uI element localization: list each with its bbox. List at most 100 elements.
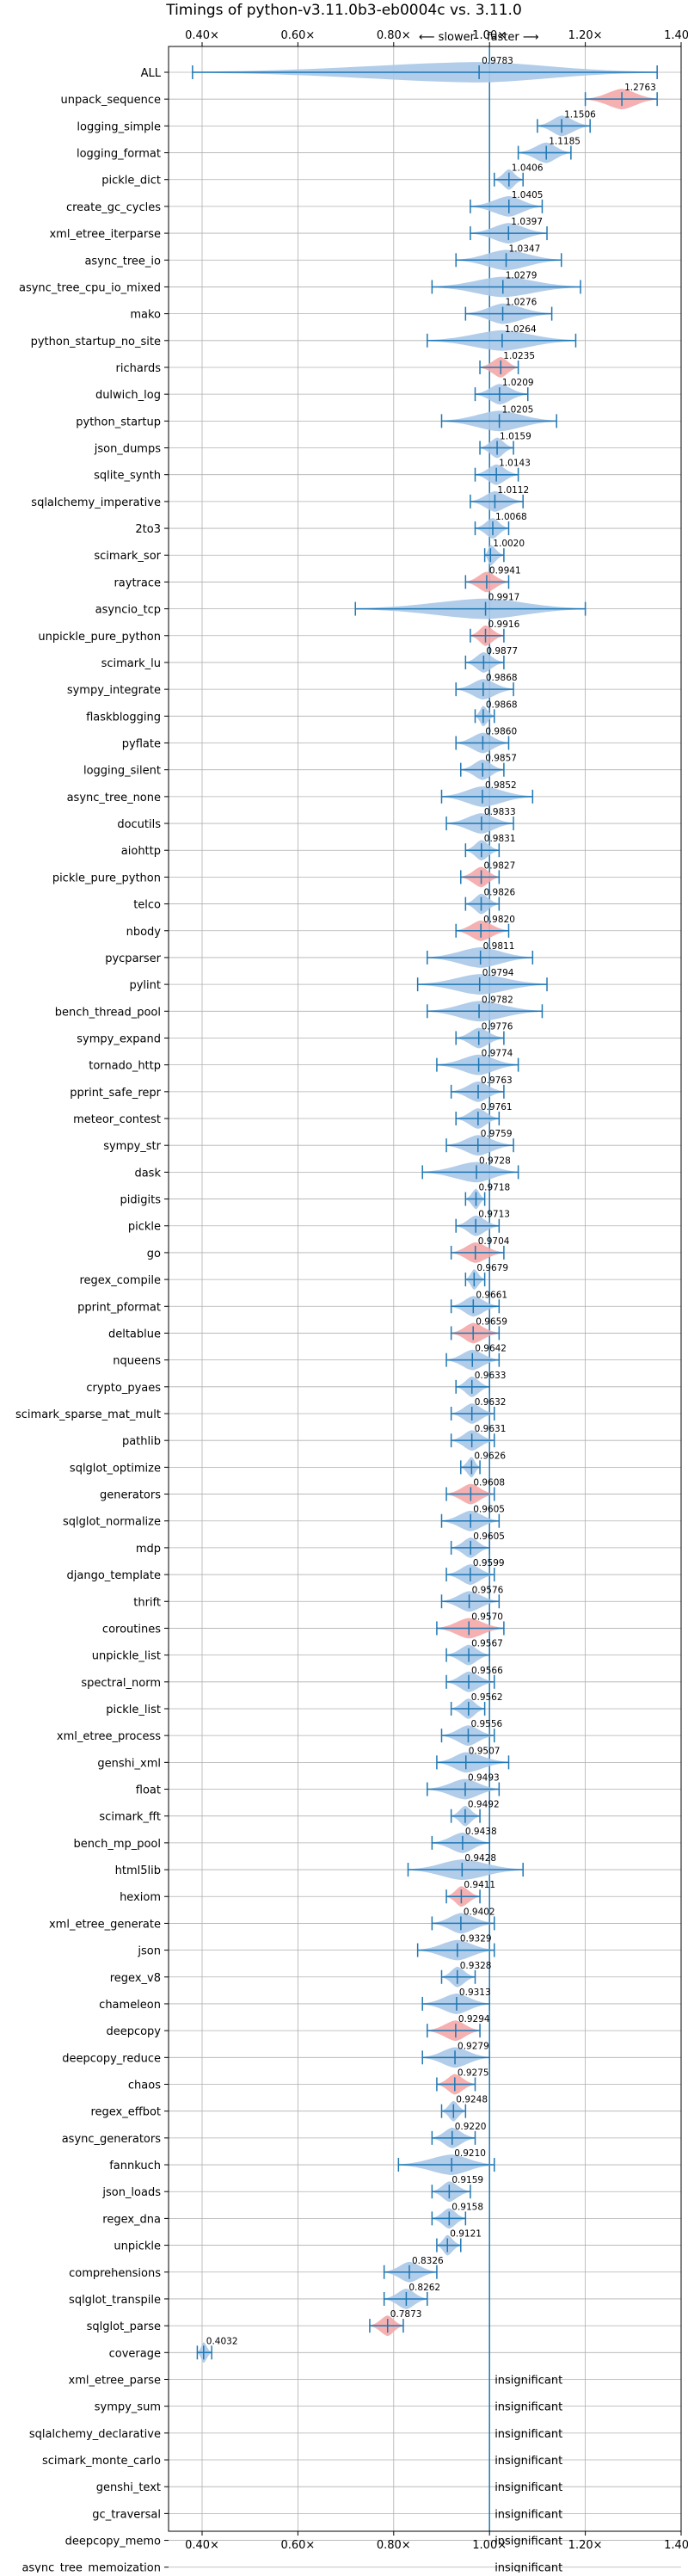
benchmark-label: pickle_pure_python — [52, 872, 161, 884]
value-label: 0.9718 — [478, 1183, 510, 1193]
x-tick-label-top: 1.00× — [472, 29, 507, 42]
benchmark-label: logging_silent — [83, 765, 161, 778]
benchmark-label: async_tree_none — [67, 792, 161, 804]
value-label: 0.9916 — [488, 619, 520, 630]
benchmark-label: nqueens — [113, 1355, 161, 1368]
value-label: 0.9633 — [475, 1371, 507, 1381]
plot-frame — [168, 46, 682, 2532]
value-label: 0.9313 — [459, 1987, 491, 1998]
benchmark-label: chaos — [128, 2080, 161, 2092]
benchmark-label: xml_etree_generate — [49, 1918, 161, 1931]
value-label: 1.0159 — [500, 432, 531, 442]
benchmark-label: sympy_sum — [95, 2401, 161, 2414]
value-label: 0.9402 — [464, 1907, 495, 1917]
benchmark-label: pickle_list — [106, 1704, 161, 1716]
benchmark-label: logging_format — [77, 148, 161, 161]
benchmark-label: crypto_pyaes — [86, 1382, 161, 1395]
value-label: 1.0264 — [505, 324, 537, 335]
benchmark-label: mdp — [136, 1543, 161, 1556]
value-label: 0.9728 — [479, 1156, 511, 1166]
benchmark-label: comprehensions — [69, 2267, 161, 2280]
value-label: 0.9776 — [482, 1021, 513, 1032]
value-label: 0.9438 — [465, 1827, 497, 1837]
value-label: 0.9121 — [450, 2229, 482, 2240]
benchmark-label: async_generators — [62, 2133, 162, 2146]
value-label: 0.9782 — [482, 995, 513, 1005]
x-tick-label-bottom: 0.40× — [185, 2539, 219, 2552]
value-label: 0.9713 — [478, 1210, 510, 1220]
benchmark-label: pylint — [129, 979, 161, 992]
benchmark-labels: ALL unpack_sequence logging_simple logging_… — [15, 56, 656, 2575]
benchmark-label: unpickle_pure_python — [38, 631, 161, 644]
value-label: 0.9941 — [489, 565, 521, 576]
x-tick-label-bottom: 1.20× — [568, 2539, 603, 2552]
value-label: 1.0068 — [495, 512, 527, 522]
value-label: 0.9599 — [473, 1558, 505, 1568]
benchmark-label: xml_etree_parse — [69, 2374, 161, 2387]
benchmark-label: regex_compile — [79, 1274, 161, 1287]
value-label: 1.0209 — [502, 378, 534, 388]
benchmark-label: 2to3 — [135, 523, 161, 536]
benchmark-label: bench_mp_pool — [73, 1838, 161, 1851]
benchmark-label: dask — [134, 1167, 161, 1180]
benchmark-label: deltablue — [108, 1328, 161, 1340]
benchmark-label: pathlib — [122, 1435, 161, 1448]
benchmark-label: unpickle_list — [92, 1650, 161, 1663]
benchmark-label: chameleon — [99, 1999, 161, 2012]
benchmark-label: meteor_contest — [73, 1113, 161, 1126]
value-label: 0.9811 — [483, 941, 515, 952]
value-label: 1.0235 — [503, 351, 535, 361]
x-axes: 0.40× 0.40× 0.60× 0.60× 0.80× 0.80× 1.00× 1.00×… — [164, 29, 688, 2568]
value-label: 0.9794 — [482, 968, 514, 978]
value-label: 0.9826 — [484, 888, 516, 898]
benchmark-label: pprint_pformat — [77, 1301, 161, 1314]
benchmark-label: ALL — [141, 67, 162, 80]
benchmark-label: pidigits — [120, 1194, 162, 1207]
value-label: 0.9632 — [475, 1397, 507, 1408]
faster-direction-label: faster ⟶ — [487, 31, 539, 44]
benchmark-label: scimark_sparse_mat_mult — [15, 1408, 161, 1421]
benchmark-label: scimark_monte_carlo — [42, 2455, 161, 2468]
value-label: 0.9279 — [458, 2041, 489, 2051]
benchmark-label: deepcopy_memo — [65, 2536, 161, 2548]
value-label: 0.9566 — [471, 1666, 503, 1676]
value-label: 0.9626 — [474, 1451, 506, 1461]
benchmark-label: richards — [116, 362, 162, 375]
benchmark-label: spectral_norm — [81, 1677, 161, 1690]
value-label: 0.9570 — [471, 1612, 503, 1622]
benchmark-label: json_loads — [101, 2186, 161, 2199]
x-tick-label-bottom: 0.80× — [377, 2539, 411, 2552]
benchmark-label: generators — [100, 1489, 161, 1502]
benchmark-label: sqlglot_parse — [87, 2320, 161, 2333]
value-label: 0.9868 — [486, 699, 518, 710]
value-label: 0.9605 — [473, 1531, 505, 1542]
benchmark-label: sqlglot_transpile — [69, 2294, 161, 2307]
value-label: 0.9833 — [484, 807, 516, 817]
benchmark-label: nbody — [126, 926, 162, 939]
benchmark-label: regex_dna — [102, 2213, 161, 2226]
benchmark-label: flaskblogging — [86, 711, 161, 724]
benchmark-label: deepcopy — [106, 2025, 161, 2038]
benchmark-label: pickle_dict — [101, 175, 161, 188]
benchmark-label: pickle — [128, 1221, 161, 1234]
benchmark-label: scimark_fft — [99, 1811, 161, 1824]
benchmark-label: dulwich_log — [95, 389, 161, 402]
benchmark-label: json — [137, 1945, 161, 1958]
insignificant-label: insignificant — [494, 2536, 562, 2548]
value-label: 0.9556 — [470, 1719, 502, 1729]
benchmark-label: unpack_sequence — [60, 94, 161, 107]
value-label: 1.0276 — [506, 298, 538, 308]
benchmark-label: sqlalchemy_declarative — [29, 2428, 161, 2441]
benchmark-label: sympy_expand — [77, 1032, 161, 1045]
value-label: 1.0279 — [506, 270, 538, 280]
benchmark-label: python_startup_no_site — [31, 336, 161, 348]
value-label: 0.9831 — [484, 834, 516, 844]
value-label: 0.9774 — [482, 1049, 513, 1059]
x-tick-label-top: 0.80× — [377, 29, 411, 42]
chart-title: Timings of python-v3.11.0b3-eb0004c vs. … — [165, 2, 522, 19]
benchmark-label: asyncio_tcp — [95, 604, 161, 617]
benchmark-label: go — [147, 1248, 161, 1260]
benchmark-label: docutils — [117, 818, 161, 831]
benchmark-label: genshi_xml — [97, 1757, 161, 1770]
value-label: 1.1185 — [549, 137, 580, 147]
